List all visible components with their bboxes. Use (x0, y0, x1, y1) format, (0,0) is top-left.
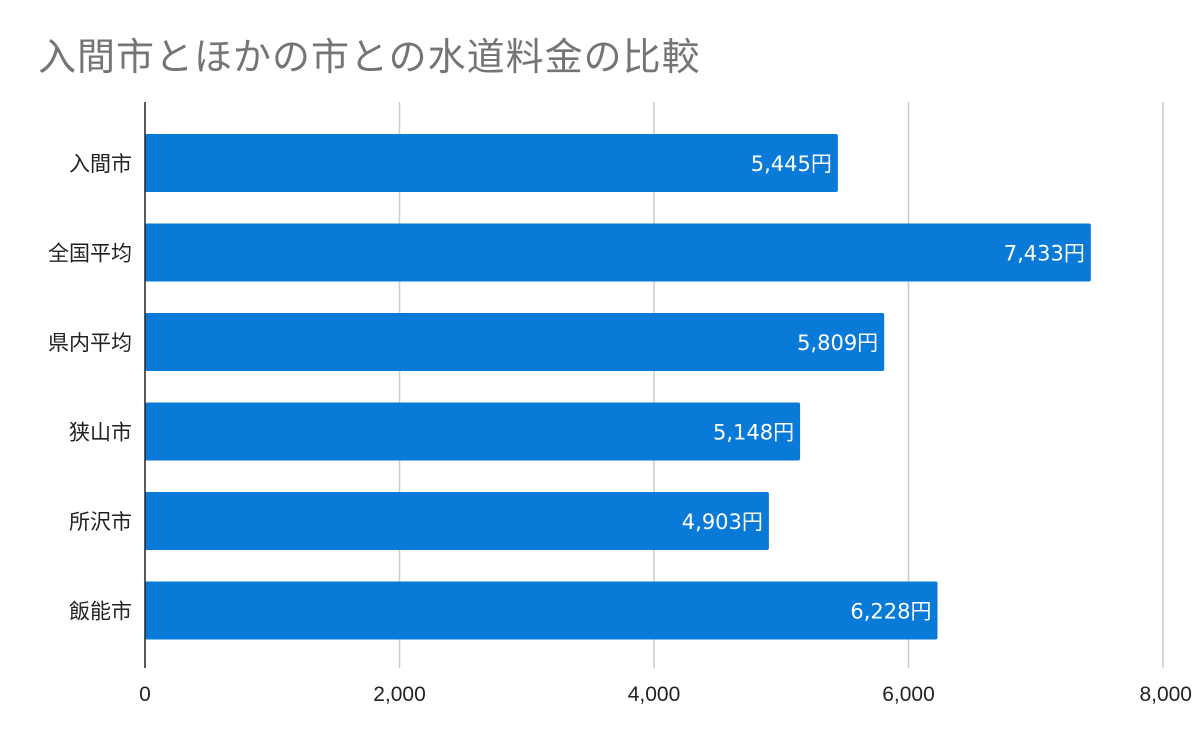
category-label: 飯能市 (69, 600, 132, 624)
data-label: 5,445円 (751, 152, 832, 176)
category-label: 所沢市 (69, 510, 132, 534)
data-label: 4,903円 (682, 510, 763, 534)
category-label: 入間市 (69, 152, 132, 176)
bar (145, 581, 938, 640)
bars (145, 134, 1091, 640)
bar (145, 492, 769, 550)
gridlines (398, 102, 1164, 668)
bar (145, 223, 1091, 282)
chart-title: 入間市とほかの市との水道料金の比較 (38, 35, 701, 79)
category-label: 県内平均 (48, 331, 132, 355)
x-tick-label: 6,000 (882, 683, 935, 706)
x-tick-label: 8,000 (1139, 683, 1192, 706)
data-label: 5,809円 (797, 331, 878, 355)
bar (145, 134, 838, 192)
x-tick-label: 0 (139, 683, 151, 706)
x-tick-label: 4,000 (628, 683, 681, 706)
bar (145, 313, 885, 371)
data-label: 5,148円 (713, 421, 794, 445)
data-label: 7,433円 (1004, 242, 1085, 266)
category-label: 全国平均 (48, 242, 132, 266)
x-tick-label: 2,000 (373, 683, 426, 706)
data-label: 6,228円 (850, 600, 931, 624)
labels: 0 2,000 4,000 6,000 8,000 5,445円 入間市 7,433円 全国平均… (48, 152, 1192, 706)
bar (145, 402, 801, 461)
category-label: 狭山市 (69, 421, 132, 445)
